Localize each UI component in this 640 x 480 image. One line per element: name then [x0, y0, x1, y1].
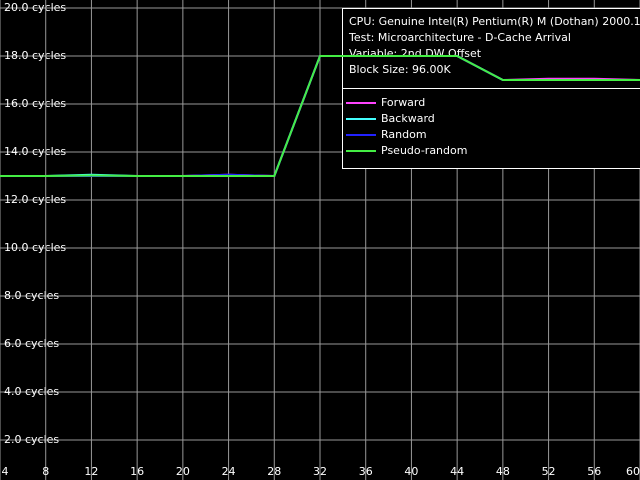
y-tick-label: 8.0 cycles	[4, 289, 59, 302]
x-tick-label: 4	[2, 465, 9, 478]
y-tick-label: 12.0 cycles	[4, 193, 66, 206]
x-tick-label: 20	[176, 465, 190, 478]
y-tick-label: 4.0 cycles	[4, 385, 59, 398]
legend-label: Random	[381, 128, 427, 141]
legend-label: Backward	[381, 112, 435, 125]
legend-label: Forward	[381, 96, 425, 109]
x-tick-label: 12	[84, 465, 98, 478]
y-tick-label: 2.0 cycles	[4, 433, 59, 446]
y-tick-label: 10.0 cycles	[4, 241, 66, 254]
x-tick-label: 52	[542, 465, 556, 478]
x-tick-label: 60	[626, 465, 640, 478]
series-line	[0, 55, 640, 177]
x-tick-label: 28	[267, 465, 281, 478]
x-tick-label: 16	[130, 465, 144, 478]
y-tick-label: 16.0 cycles	[4, 97, 66, 110]
x-tick-label: 48	[496, 465, 510, 478]
x-tick-label: 36	[359, 465, 373, 478]
x-tick-label: 32	[313, 465, 327, 478]
legend-label: Pseudo-random	[381, 144, 467, 157]
x-tick-label: 40	[404, 465, 418, 478]
x-tick-label: 8	[42, 465, 49, 478]
x-tick-label: 24	[222, 465, 236, 478]
info-text: Block Size: 96.00K	[349, 63, 452, 76]
info-text: Test: Microarchitecture - D-Cache Arriva…	[348, 31, 571, 44]
info-text: CPU: Genuine Intel(R) Pentium(R) M (Doth…	[349, 15, 640, 28]
x-tick-label: 56	[587, 465, 601, 478]
y-tick-label: 6.0 cycles	[4, 337, 59, 350]
y-tick-label: 18.0 cycles	[4, 49, 66, 62]
x-tick-label: 44	[450, 465, 464, 478]
y-tick-label: 20.0 cycles	[4, 1, 66, 14]
y-tick-label: 14.0 cycles	[4, 145, 66, 158]
